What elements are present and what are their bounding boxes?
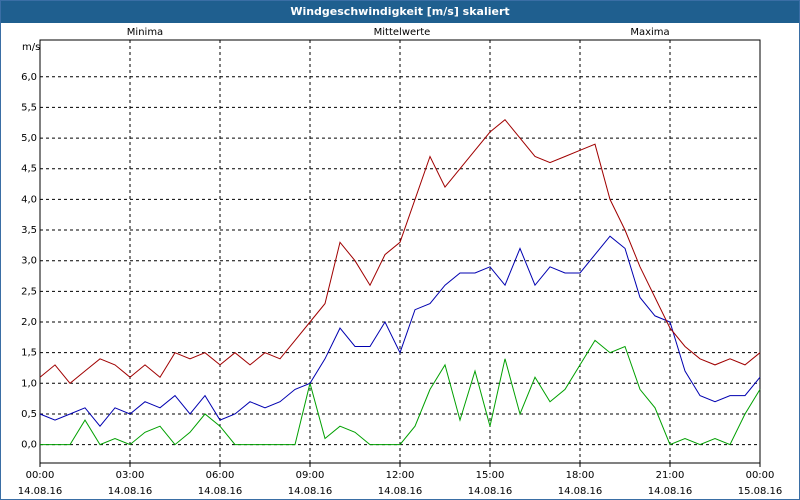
x-tick-time-2: 06:00 (206, 470, 235, 481)
x-tick-time-3: 09:00 (296, 470, 325, 481)
x-tick-date-5: 14.08.16 (468, 486, 513, 497)
y-axis-label: m/s (22, 42, 40, 53)
y-tick-label-4: 2,0 (21, 317, 37, 328)
y-tick-label-9: 4,5 (21, 164, 37, 175)
y-tick-label-0: 0,0 (21, 440, 37, 451)
y-tick-label-7: 3,5 (21, 225, 37, 236)
window-title: Windgeschwindigkeit [m/s] skaliert (1, 1, 799, 23)
y-tick-label-8: 4,0 (21, 194, 37, 205)
y-tick-label-3: 1,5 (21, 348, 37, 359)
legend-minima: Minima (127, 27, 163, 38)
x-tick-time-0: 00:00 (26, 470, 55, 481)
x-tick-date-0: 14.08.16 (18, 486, 63, 497)
x-tick-date-2: 14.08.16 (198, 486, 243, 497)
x-tick-time-5: 15:00 (476, 470, 505, 481)
y-tick-label-6: 3,0 (21, 256, 37, 267)
y-tick-label-1: 0,5 (21, 409, 37, 420)
x-tick-time-6: 18:00 (566, 470, 595, 481)
y-axis-ticks: 0,0 0,5 1,0 1,5 2,0 2,5 3,0 3,5 4,0 4,5 5,0 5,5 6,0 (21, 72, 37, 451)
x-tick-time-4: 12:00 (386, 470, 415, 481)
x-tick-time-7: 21:00 (656, 470, 685, 481)
legend-maxima: Maxima (630, 27, 669, 38)
series-line-mittelwerte (39, 235, 761, 427)
y-tick-label-2: 1,0 (21, 378, 37, 389)
x-tick-date-8: 15.08.16 (738, 486, 783, 497)
x-tick-time-8: 00:00 (746, 470, 775, 481)
legend-mittelwerte: Mittelwerte (374, 27, 431, 38)
x-tick-date-4: 14.08.16 (378, 486, 423, 497)
y-tick-label-11: 5,5 (21, 102, 37, 113)
x-tick-date-7: 14.08.16 (648, 486, 693, 497)
x-tick-date-1: 14.08.16 (108, 486, 153, 497)
series-lines (39, 118, 761, 446)
series-line-minima (40, 339, 761, 446)
y-tick-label-12: 6,0 (21, 72, 37, 83)
series-line-maxima (39, 118, 761, 385)
x-tick-date-6: 14.08.16 (558, 486, 603, 497)
x-tick-time-1: 03:00 (116, 470, 145, 481)
x-tick-date-3: 14.08.16 (288, 486, 333, 497)
x-axis-ticks: 00:00 14.08.16 03:00 14.08.16 06:00 14.08.16 0… (18, 463, 783, 497)
y-tick-label-5: 2,5 (21, 286, 37, 297)
y-tick-label-10: 5,0 (21, 133, 37, 144)
